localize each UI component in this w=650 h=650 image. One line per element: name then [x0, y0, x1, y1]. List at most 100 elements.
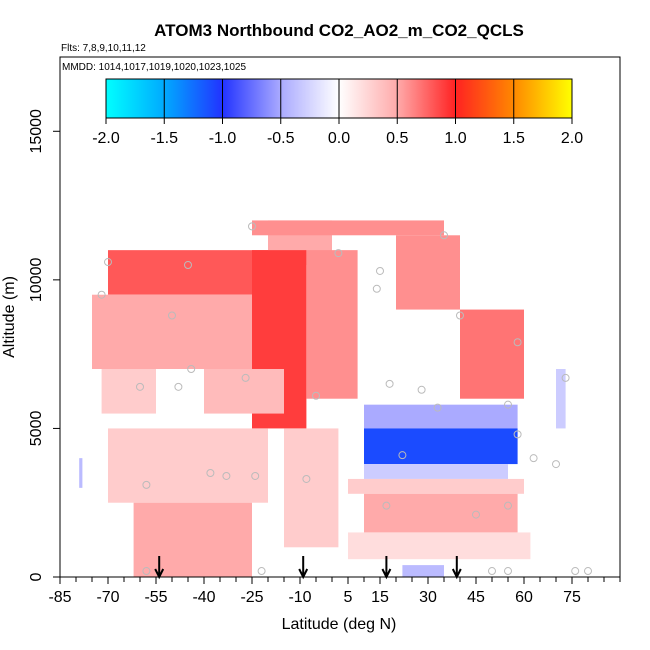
dates-label: MMDD: 1014,1017,1019,1020,1023,1025 [62, 62, 246, 73]
y-axis-label: Altitude (m) [1, 276, 18, 358]
x-tick-label: -70 [96, 589, 119, 606]
colorbar-tick-label: -1.5 [150, 130, 178, 147]
sample-point [241, 373, 250, 382]
sample-point [142, 480, 151, 489]
heatmap-cell [364, 428, 518, 465]
heatmap-cell [92, 294, 252, 369]
colorbar-tick-label: -2.0 [92, 130, 120, 147]
chart-title: ATOM3 Northbound CO2_AO2_m_CO2_QCLS [154, 21, 524, 40]
heatmap-cell [101, 369, 156, 414]
x-tick-label: 60 [515, 589, 533, 606]
sample-point [571, 567, 580, 576]
heatmap-cell [79, 458, 83, 488]
colorbar-tick-label: -1.0 [209, 130, 237, 147]
colorbar-tick-label: 0.5 [386, 130, 408, 147]
sample-point [376, 266, 384, 275]
sample-point [184, 261, 192, 269]
sample-point [251, 471, 260, 480]
sample-point [168, 311, 176, 320]
colorbar: -2.0 -1.5 -1.0 -0.5 0.0 0.5 1.0 1.5 2.0 [92, 78, 583, 147]
sample-points-layer [97, 222, 592, 576]
heatmap-cell [364, 493, 518, 533]
colorbar-ticks: -2.0 -1.5 -1.0 -0.5 0.0 0.5 1.0 1.5 2.0 [92, 79, 583, 147]
sample-point [504, 567, 512, 576]
profile-arrow [381, 556, 392, 580]
sample-point [142, 567, 151, 576]
x-tick-label: 75 [563, 589, 581, 606]
colorbar-tick-label: -0.5 [267, 130, 295, 147]
profile-arrow [298, 556, 309, 580]
heatmap-cell [108, 250, 268, 295]
sample-point [552, 460, 560, 469]
sample-point [584, 567, 592, 576]
x-tick-label: 45 [467, 589, 485, 606]
sample-point [382, 501, 391, 510]
x-tick-label: -25 [240, 589, 263, 606]
sample-point [385, 379, 394, 388]
sample-point [174, 382, 183, 391]
colorbar-tick-label: 0.0 [328, 130, 350, 147]
y-tick-label: 10000 [28, 258, 45, 303]
sample-point [433, 403, 442, 412]
x-tick-label: -85 [48, 589, 71, 606]
heatmap-cell [364, 404, 518, 429]
sample-point [488, 567, 496, 576]
sample-point [302, 474, 311, 483]
heatmap-cell [306, 250, 358, 399]
x-axis-label: Latitude (deg N) [282, 616, 397, 633]
colorbar-tick-label: 1.0 [444, 130, 466, 147]
heatmap-cell [204, 369, 284, 414]
sample-point [334, 249, 343, 258]
sample-point [472, 510, 480, 519]
heatmap-cell [252, 220, 444, 236]
sample-point [504, 501, 512, 510]
sample-point [513, 338, 522, 347]
colorbar-tick-label: 2.0 [561, 130, 583, 147]
sample-point [248, 222, 256, 231]
sample-point [561, 373, 570, 382]
heatmap-cell [284, 428, 339, 548]
sample-point [398, 451, 407, 460]
x-tick-label: -10 [288, 589, 311, 606]
x-tick-label: -40 [192, 589, 215, 606]
sample-point [372, 284, 381, 293]
heatmap-cell [402, 565, 444, 577]
y-axis: 0 5000 10000 15000 [28, 109, 60, 581]
sample-point [104, 258, 112, 267]
profile-arrows [154, 556, 462, 580]
x-axis: -85 -70 -55 -40 -25 -10 5 15 30 45 60 75 [48, 577, 621, 606]
heatmap-cell [396, 235, 460, 310]
sample-point [456, 311, 464, 320]
sample-point [136, 382, 144, 391]
heatmap-cell [364, 464, 508, 479]
sample-point [440, 231, 448, 240]
sample-point [257, 567, 266, 576]
profile-arrow [451, 556, 462, 580]
profile-arrow [154, 556, 165, 580]
heatmap-layer [79, 220, 566, 577]
heatmap-cell [348, 532, 531, 560]
heatmap-cell [460, 309, 524, 399]
sample-point [417, 385, 426, 394]
heatmap-cell [108, 428, 268, 503]
sample-point [504, 400, 512, 409]
x-tick-label: -55 [144, 589, 167, 606]
colorbar-tick-label: 1.5 [503, 130, 525, 147]
sample-point [97, 290, 106, 299]
heatmap-cell [133, 502, 252, 577]
x-tick-label: 15 [371, 589, 389, 606]
sample-point [513, 430, 522, 439]
y-tick-label: 0 [28, 572, 45, 581]
sample-point [222, 471, 231, 480]
plot-frame [59, 56, 621, 578]
sample-point [312, 391, 320, 400]
sample-point [529, 454, 538, 463]
x-tick-label: 5 [344, 589, 353, 606]
heatmap-cell [348, 478, 524, 494]
y-tick-label: 5000 [28, 411, 45, 447]
sample-point [206, 469, 215, 477]
x-tick-label: 30 [419, 589, 437, 606]
y-tick-label: 15000 [28, 109, 45, 154]
flights-label: Flts: 7,8,9,10,11,12 [61, 43, 146, 54]
